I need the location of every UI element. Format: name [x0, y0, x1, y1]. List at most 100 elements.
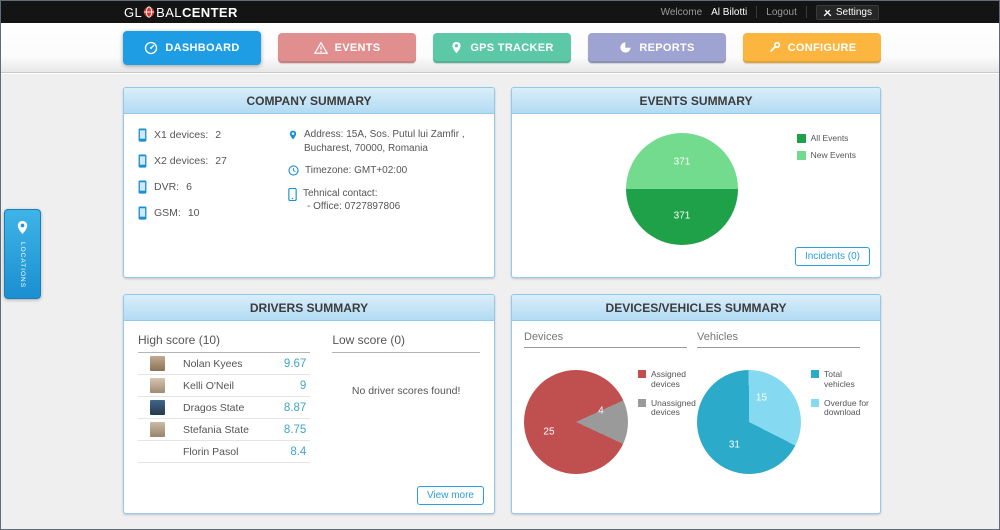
pie-slice-value: 31 [728, 439, 740, 451]
phone-icon [288, 187, 297, 201]
pie-slice-value: 25 [543, 426, 555, 438]
main-area: LOCATIONS COMPANY SUMMARY X1 devices: 2 … [1, 74, 999, 529]
legend-swatch [796, 150, 806, 160]
driver-avatar [150, 356, 165, 371]
locations-tab-label: LOCATIONS [19, 242, 26, 289]
legend-swatch [638, 370, 646, 378]
driver-score: 9 [299, 379, 307, 392]
pie-icon [620, 42, 632, 53]
high-score-header: High score (10) [138, 333, 311, 353]
settings-button[interactable]: Settings [815, 4, 879, 20]
pin-icon [289, 130, 297, 140]
timezone-row: Timezone: GMT+02:00 [288, 164, 482, 178]
legend-label: Unassigned devices [651, 397, 696, 418]
top-bar: GL BAL CENTER Welcome Al Bilotti Logout … [1, 1, 999, 23]
driver-avatar [150, 444, 165, 459]
wrench-icon [769, 41, 780, 53]
driver-name: Kelli O'Neil [183, 379, 235, 392]
drivers-summary-panel: DRIVERS SUMMARY High score (10) Nolan Ky… [123, 294, 495, 514]
timezone-label: Timezone: [305, 165, 352, 176]
nav-reports[interactable]: REPORTS [588, 32, 726, 63]
devices-vehicles-summary-panel: DEVICES/VEHICLES SUMMARY Devices 25 4 As… [511, 294, 881, 514]
legend-swatch [811, 370, 819, 378]
clock-icon [288, 165, 299, 176]
legend-label: Assigned devices [651, 369, 686, 389]
driver-row[interactable]: Stefania State 8.75 [138, 419, 311, 441]
pin-icon [17, 220, 28, 235]
driver-row[interactable]: Nolan Kyees 9.67 [138, 353, 311, 375]
device-count-row: X2 devices: 27 [138, 154, 288, 168]
pie-slice-value: 4 [598, 405, 604, 417]
driver-score: 8.87 [283, 401, 307, 414]
driver-score: 8.4 [290, 445, 307, 458]
warning-icon [313, 41, 328, 54]
nav-label: CONFIGURE [787, 41, 857, 54]
app-logo: GL BAL CENTER [124, 5, 238, 20]
legend-label: Overdue for download [824, 397, 869, 418]
legend-label: New Events [810, 149, 856, 160]
driver-name: Dragos State [183, 401, 245, 414]
driver-score: 9.67 [283, 357, 307, 370]
device-label: DVR: [154, 181, 180, 193]
device-count-row: GSM: 10 [138, 206, 288, 220]
panel-title: DRIVERS SUMMARY [124, 295, 494, 321]
divider [805, 6, 807, 18]
panel-title: DEVICES/VEHICLES SUMMARY [512, 295, 880, 321]
device-label: GSM: [154, 207, 181, 219]
legend-swatch [811, 398, 819, 407]
legend-item: Unassigned devices [638, 397, 697, 419]
view-more-button[interactable]: View more [416, 486, 484, 505]
driver-avatar [150, 400, 165, 415]
driver-row[interactable]: Dragos State 8.87 [138, 397, 311, 419]
panel-title: EVENTS SUMMARY [512, 88, 880, 114]
nav-label: DASHBOARD [165, 41, 240, 54]
legend-swatch [638, 398, 646, 407]
legend-item: Overdue for download [811, 397, 870, 419]
events-pie-chart: 371 371 [626, 133, 738, 245]
legend-item: New Events [796, 149, 856, 161]
device-icon [138, 154, 147, 168]
timezone-value: GMT+02:00 [354, 165, 408, 176]
address-value: 15A, Sos. Putul lui Zamfir , Bucharest, … [304, 129, 465, 154]
wrench-icon [823, 9, 832, 16]
username: Al Bilotti [711, 6, 748, 18]
driver-row[interactable]: Kelli O'Neil 9 [138, 375, 311, 397]
vehicles-pie-chart: 15 31 [697, 370, 801, 474]
logout-link[interactable]: Logout [766, 6, 797, 18]
device-value: 10 [187, 207, 200, 219]
nav-label: EVENTS [334, 41, 381, 54]
locations-tab[interactable]: LOCATIONS [4, 209, 41, 299]
address-label: Address: [304, 129, 344, 140]
driver-name: Stefania State [183, 423, 249, 436]
driver-avatar [150, 422, 165, 437]
device-value: 2 [215, 129, 222, 141]
devices-legend: Assigned devices Unassigned devices [638, 369, 697, 474]
company-summary-panel: COMPANY SUMMARY X1 devices: 2 X2 devices… [123, 87, 495, 278]
driver-name: Nolan Kyees [183, 357, 243, 370]
device-value: 6 [186, 181, 192, 193]
device-icon [138, 128, 147, 142]
device-label: X1 devices: [154, 129, 209, 141]
nav-events[interactable]: EVENTS [278, 32, 416, 63]
nav-gps-tracker[interactable]: GPS TRACKER [433, 32, 571, 63]
device-count-row: DVR: 6 [138, 180, 288, 194]
driver-score: 8.75 [283, 423, 307, 436]
driver-row[interactable]: Florin Pasol 8.4 [138, 441, 311, 463]
nav-configure[interactable]: CONFIGURE [743, 32, 881, 63]
vehicles-subtitle: Vehicles [697, 331, 860, 348]
nav-dashboard[interactable]: DASHBOARD [123, 30, 261, 65]
low-score-header: Low score (0) [332, 333, 480, 353]
driver-name: Florin Pasol [183, 445, 239, 458]
panel-title: COMPANY SUMMARY [124, 88, 494, 114]
welcome-label: Welcome [660, 6, 703, 18]
legend-item: Total vehicles [811, 369, 870, 390]
main-nav: DASHBOARD EVENTS GPS TRACKER REPORTS CON… [1, 23, 999, 73]
contact-office: - Office: 0727897806 [307, 201, 401, 212]
logo-text: GL [124, 4, 143, 20]
devices-subtitle: Devices [524, 331, 687, 348]
device-label: X2 devices: [154, 155, 209, 167]
incidents-button[interactable]: Incidents (0) [794, 247, 870, 266]
address-row: Address: 15A, Sos. Putul lui Zamfir , Bu… [288, 128, 482, 155]
logo-text: BAL [156, 4, 182, 20]
device-icon [138, 180, 147, 194]
